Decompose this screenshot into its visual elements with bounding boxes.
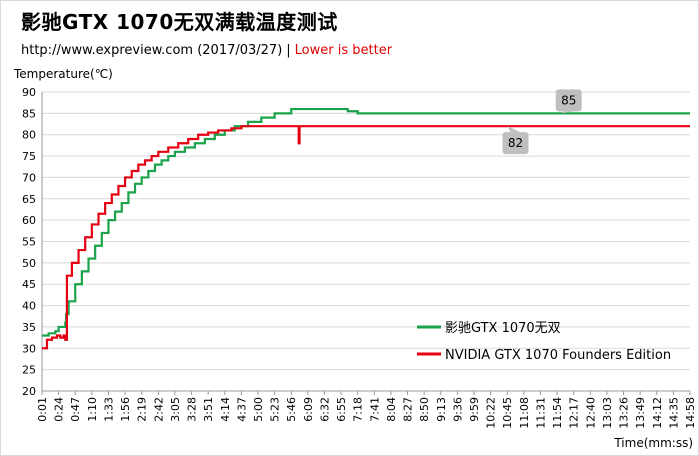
- x-tick-label: 7:41: [368, 397, 381, 422]
- x-tick-label: 9:59: [468, 397, 481, 422]
- x-tick-label: 4:14: [219, 397, 232, 422]
- y-tick-label: 55: [22, 236, 36, 249]
- x-tick-label: 0:47: [69, 397, 82, 422]
- y-tick-label: 25: [22, 364, 36, 377]
- x-tick-label: 13:49: [634, 397, 647, 429]
- x-tick-label: 6:09: [302, 397, 315, 422]
- y-tick-label: 85: [22, 107, 36, 120]
- legend-label: NVIDIA GTX 1070 Founders Edition: [445, 348, 671, 363]
- x-axis-label: Time(mm:ss): [614, 436, 693, 450]
- x-tick-label: 5:00: [252, 397, 265, 422]
- y-tick-label: 60: [22, 214, 36, 227]
- x-tick-label: 8:50: [418, 397, 431, 422]
- y-tick-label: 65: [22, 193, 36, 206]
- source-text: http://www.expreview.com (2017/03/27): [21, 43, 283, 58]
- y-tick-label: 45: [22, 278, 36, 291]
- series-line-1: [42, 107, 690, 337]
- x-tick-label: 14:12: [651, 397, 664, 429]
- y-tick-label: 20: [22, 385, 36, 398]
- y-tick-label: 90: [22, 86, 36, 99]
- x-tick-label: 12:17: [568, 397, 581, 429]
- y-tick-label: 80: [22, 129, 36, 142]
- value-callout-pointer: [507, 126, 521, 133]
- x-tick-label: 3:05: [169, 397, 182, 422]
- y-tick-label: 70: [22, 171, 36, 184]
- y-axis-label: Temperature(℃): [14, 67, 113, 81]
- chart-subtitle: http://www.expreview.com (2017/03/27) | Lo…: [21, 43, 392, 58]
- series-line-2: [42, 125, 690, 350]
- x-tick-label: 5:23: [269, 397, 282, 422]
- y-tick-label: 35: [22, 321, 36, 334]
- x-tick-label: 8:04: [385, 397, 398, 422]
- x-tick-label: 11:31: [534, 397, 547, 429]
- x-tick-label: 0:24: [53, 397, 66, 422]
- x-tick-label: 1:10: [86, 397, 99, 422]
- x-tick-label: 4:37: [235, 397, 248, 422]
- x-tick-label: 2:42: [152, 397, 165, 422]
- x-tick-label: 10:45: [501, 397, 514, 429]
- x-tick-label: 2:19: [136, 397, 149, 422]
- legend-label: 影驰GTX 1070无双: [445, 321, 561, 336]
- value-callout-box: [555, 89, 582, 112]
- x-tick-label: 6:32: [318, 397, 331, 422]
- x-tick-label: 14:58: [684, 397, 697, 429]
- x-tick-label: 11:54: [551, 397, 564, 429]
- value-callout-pointer: [561, 111, 574, 114]
- x-tick-label: 1:56: [119, 397, 132, 422]
- y-tick-label: 30: [22, 342, 36, 355]
- x-tick-label: 1:33: [102, 397, 115, 422]
- x-tick-label: 7:18: [352, 397, 365, 422]
- y-tick-label: 40: [22, 300, 36, 313]
- x-tick-label: 11:08: [518, 397, 531, 429]
- value-callout-label: 85: [561, 93, 576, 107]
- x-tick-label: 6:55: [335, 397, 348, 422]
- lower-is-better-note: Lower is better: [294, 43, 393, 58]
- chart-title: 影驰GTX 1070无双满载温度测试: [21, 10, 338, 34]
- x-tick-label: 12:40: [584, 397, 597, 429]
- value-callout-box: [502, 132, 529, 155]
- x-tick-label: 5:46: [285, 397, 298, 422]
- x-tick-label: 14:35: [667, 397, 680, 429]
- x-tick-label: 8:27: [402, 397, 415, 422]
- separator: |: [286, 43, 291, 58]
- x-tick-label: 9:36: [451, 397, 464, 422]
- x-tick-label: 3:28: [186, 397, 199, 422]
- y-tick-label: 50: [22, 257, 36, 270]
- value-callout-label: 82: [508, 136, 523, 150]
- x-tick-label: 0:01: [36, 397, 49, 422]
- x-tick-label: 9:13: [435, 397, 448, 422]
- x-tick-label: 10:22: [485, 397, 498, 429]
- x-tick-label: 13:03: [601, 397, 614, 429]
- x-tick-label: 13:26: [618, 397, 631, 429]
- y-tick-label: 75: [22, 150, 36, 163]
- x-tick-label: 3:51: [202, 397, 215, 422]
